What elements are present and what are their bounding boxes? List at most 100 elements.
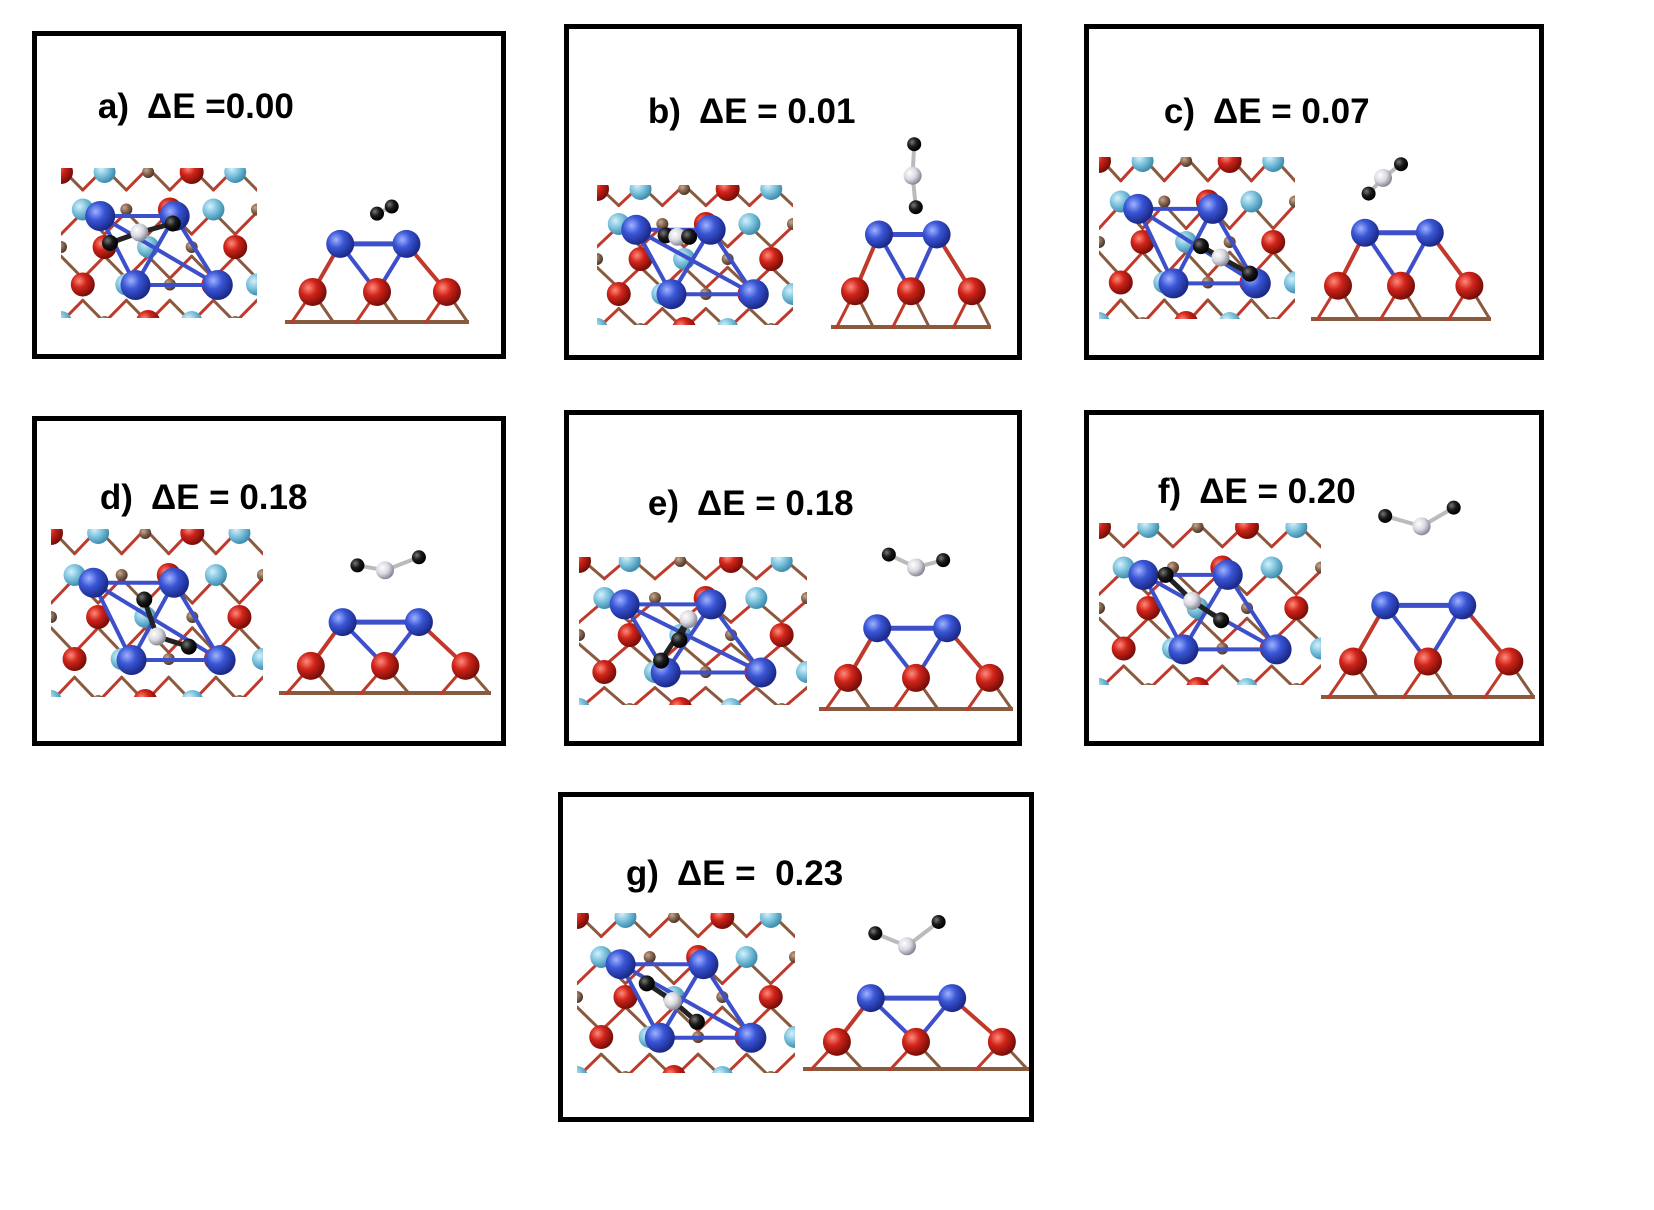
metal-atom (789, 951, 795, 963)
bond (634, 227, 756, 297)
bond (745, 1052, 769, 1073)
bond (120, 675, 143, 697)
panel-d-energy: ΔE = 0.18 (150, 478, 308, 517)
oxygen-atom (662, 1065, 686, 1073)
light-atom (202, 198, 225, 221)
bond (622, 602, 764, 675)
bond (1171, 664, 1195, 685)
bond (676, 1052, 700, 1073)
panel-b-side-view (831, 119, 991, 329)
light-atom (252, 648, 263, 670)
oxygen-atom (987, 1027, 1016, 1056)
metal-atom (787, 218, 793, 230)
bond (704, 265, 730, 290)
bond (704, 642, 733, 668)
oxygen-atom (669, 697, 692, 705)
adsorbate-light-atom (679, 610, 698, 629)
oxygen-atom (223, 235, 248, 259)
metal-atom (257, 569, 263, 581)
bond (1249, 298, 1271, 319)
bond (1188, 298, 1210, 319)
oxygen-atom (1455, 271, 1484, 300)
panel-b-label: b) ΔE = 0.01 (609, 59, 856, 164)
adsorbate-dark-atom (1213, 612, 1230, 629)
light-atom (61, 311, 72, 318)
light-atom (228, 529, 251, 544)
oxygen-atom (902, 1027, 930, 1056)
light-atom (618, 557, 641, 572)
adsorbate-dark-atom (936, 553, 951, 568)
adsorbate-dark-atom (1378, 508, 1393, 523)
oxygen-atom (592, 660, 617, 684)
bond (98, 214, 220, 287)
adsorbate-light-atom (897, 937, 916, 956)
oxygen-atom (1186, 677, 1209, 685)
cluster-atom (696, 589, 727, 620)
panel-b-energy: ΔE = 0.01 (698, 92, 856, 131)
bond (581, 686, 606, 705)
oxygen-atom (1339, 647, 1368, 676)
adsorbate-dark-atom (370, 206, 384, 221)
top-view-structure (1099, 157, 1295, 319)
side-view-structure (285, 199, 469, 324)
bond (96, 626, 124, 655)
cluster-atom (205, 645, 236, 676)
bond (147, 675, 171, 697)
metal-atom (674, 557, 687, 567)
bond (237, 626, 263, 655)
light-atom (1219, 312, 1240, 319)
panel-a-top-view (61, 168, 257, 318)
oxygen-atom (371, 651, 399, 680)
panel-g-tag: g) (625, 854, 659, 893)
panel-d-label: d) ΔE = 0.18 (61, 445, 308, 550)
bond (237, 298, 257, 318)
metal-atom (1099, 236, 1105, 248)
light-atom (735, 946, 758, 968)
metal-atom (625, 703, 635, 705)
cluster-atom (738, 279, 769, 310)
oxygen-atom (1217, 157, 1242, 173)
adsorbate-light-atom (1183, 591, 1202, 610)
light-atom (1262, 157, 1285, 172)
metal-atom (1180, 157, 1193, 167)
metal-atom (251, 203, 257, 216)
metal-atom (620, 1071, 630, 1073)
panel-d-side-view (279, 533, 491, 695)
adsorbate-dark-atom (411, 550, 426, 565)
oxygen-atom (606, 282, 631, 306)
bond (1270, 664, 1294, 685)
metal-atom (636, 323, 646, 325)
adsorbate-light-atom (1412, 517, 1431, 536)
panel-g-side-view (803, 909, 1029, 1071)
cluster-atom (202, 270, 233, 300)
cluster-atom (326, 229, 355, 258)
cluster-atom (1168, 634, 1199, 665)
side-view-structure (1311, 157, 1491, 321)
bond (1299, 664, 1321, 685)
bond (171, 580, 223, 663)
bond (733, 686, 758, 705)
metal-atom (139, 529, 152, 539)
cluster-atom (938, 984, 967, 1013)
metal-atom (766, 323, 776, 325)
light-atom (204, 564, 227, 586)
panel-c-energy: ΔE = 0.07 (1213, 92, 1370, 131)
oxygen-atom (1324, 271, 1352, 300)
oxygen-atom (179, 168, 204, 184)
oxygen-atom (51, 529, 63, 545)
panel-a: a) ΔE =0.00 (32, 31, 506, 359)
bond (704, 686, 729, 705)
light-atom (738, 213, 761, 235)
bond (769, 224, 793, 249)
panel-b-top-view (597, 185, 793, 325)
bond (53, 675, 77, 697)
metal-atom (667, 913, 680, 923)
light-atom (1285, 523, 1308, 538)
cluster-atom (1351, 218, 1379, 247)
oxygen-atom (597, 185, 609, 201)
bond (704, 307, 726, 325)
oxygen-atom (759, 247, 784, 271)
bond (617, 307, 639, 325)
light-atom (182, 690, 203, 697)
cluster-atom (1128, 559, 1159, 590)
